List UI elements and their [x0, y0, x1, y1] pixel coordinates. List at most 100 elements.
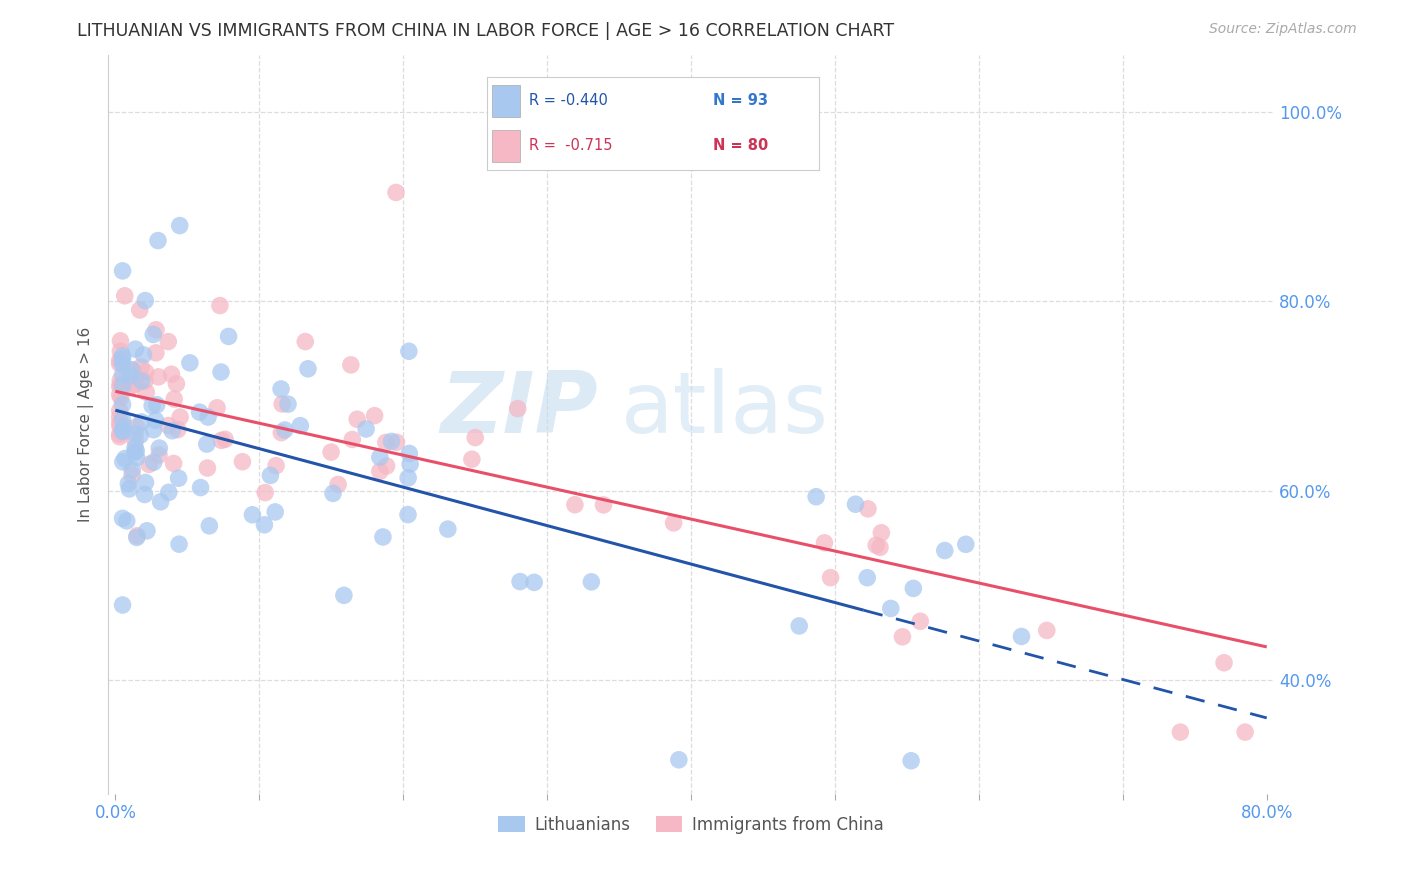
Point — [145, 413, 167, 427]
Point — [166, 423, 188, 437]
Point — [148, 441, 170, 455]
Point — [135, 365, 157, 379]
Point — [322, 486, 344, 500]
Point — [118, 368, 141, 383]
Point — [564, 498, 586, 512]
Point — [1036, 624, 1059, 638]
Point — [124, 445, 146, 459]
Point — [145, 346, 167, 360]
Point — [157, 485, 180, 500]
Point — [333, 588, 356, 602]
Point — [290, 418, 312, 433]
Point — [111, 455, 134, 469]
Point — [190, 481, 212, 495]
Point — [136, 524, 159, 538]
Point — [399, 457, 422, 471]
Point — [375, 458, 398, 473]
Point — [149, 495, 172, 509]
Point — [110, 334, 132, 348]
Point — [157, 418, 180, 433]
Point — [135, 385, 157, 400]
Point — [209, 365, 232, 379]
Point — [934, 543, 956, 558]
Point — [297, 361, 319, 376]
Point — [253, 517, 276, 532]
Point — [146, 398, 169, 412]
Point — [148, 448, 170, 462]
Point — [461, 452, 484, 467]
Point — [128, 303, 150, 318]
Point — [398, 344, 420, 359]
Point — [163, 392, 186, 406]
Point — [197, 461, 219, 475]
Point — [856, 501, 879, 516]
Point — [146, 234, 169, 248]
Point — [271, 397, 294, 411]
Point — [111, 398, 134, 412]
Point — [342, 433, 364, 447]
Text: LITHUANIAN VS IMMIGRANTS FROM CHINA IN LABOR FORCE | AGE > 16 CORRELATION CHART: LITHUANIAN VS IMMIGRANTS FROM CHINA IN L… — [77, 22, 894, 40]
Point — [108, 427, 131, 442]
Point — [891, 630, 914, 644]
Point — [198, 519, 221, 533]
Point — [145, 323, 167, 337]
Point — [111, 511, 134, 525]
Point — [142, 423, 165, 437]
Point — [270, 382, 292, 396]
Point — [111, 351, 134, 366]
Point — [117, 476, 139, 491]
Point — [114, 451, 136, 466]
Point — [197, 410, 219, 425]
Point — [169, 410, 191, 425]
Point — [124, 377, 146, 392]
Point — [138, 458, 160, 472]
Point — [856, 571, 879, 585]
Point — [141, 399, 163, 413]
Point — [844, 497, 866, 511]
Point — [385, 186, 408, 200]
Point — [903, 582, 925, 596]
Legend: Lithuanians, Immigrants from China: Lithuanians, Immigrants from China — [491, 809, 891, 841]
Point — [132, 348, 155, 362]
Point — [125, 420, 148, 434]
Point — [129, 428, 152, 442]
Point — [218, 329, 240, 343]
Point — [121, 467, 143, 482]
Point — [112, 419, 135, 434]
Point — [340, 358, 363, 372]
Point — [910, 614, 932, 628]
Point — [277, 397, 299, 411]
Point — [437, 522, 460, 536]
Point — [111, 358, 134, 372]
Point — [111, 412, 134, 426]
Point — [108, 419, 131, 434]
Point — [820, 571, 842, 585]
Point — [464, 431, 486, 445]
Point — [111, 349, 134, 363]
Point — [142, 327, 165, 342]
Point — [114, 289, 136, 303]
Point — [165, 376, 187, 391]
Point — [108, 379, 131, 393]
Point — [900, 754, 922, 768]
Point — [134, 293, 156, 308]
Point — [179, 356, 201, 370]
Point — [804, 490, 827, 504]
Point — [214, 433, 236, 447]
Point — [108, 387, 131, 401]
Point — [1213, 656, 1236, 670]
Point — [294, 334, 316, 349]
Point — [523, 575, 546, 590]
Point — [110, 378, 132, 392]
Point — [110, 390, 132, 404]
Point — [321, 445, 343, 459]
Point — [111, 379, 134, 393]
Point — [169, 219, 191, 233]
Point — [125, 530, 148, 544]
Point — [1170, 725, 1192, 739]
Point — [131, 415, 153, 429]
Point — [111, 368, 134, 382]
Point — [125, 450, 148, 465]
Point — [108, 416, 131, 430]
Point — [163, 457, 186, 471]
